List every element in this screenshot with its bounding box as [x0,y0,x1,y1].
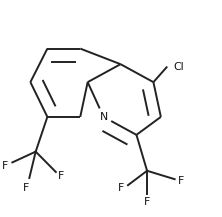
Text: Cl: Cl [174,62,184,72]
Text: F: F [2,161,8,171]
Text: N: N [99,112,108,122]
Text: F: F [117,183,124,193]
Text: F: F [23,183,29,193]
Text: F: F [144,197,150,207]
Text: F: F [178,176,184,186]
Text: F: F [57,171,64,181]
